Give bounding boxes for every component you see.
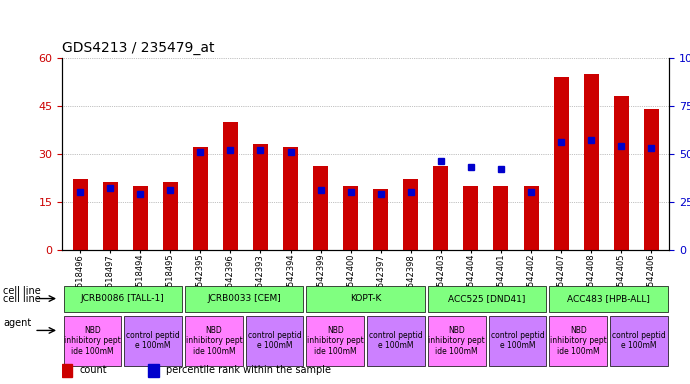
Bar <box>524 185 538 250</box>
Bar <box>62 364 72 376</box>
FancyBboxPatch shape <box>63 286 182 311</box>
Text: ACC483 [HPB-ALL]: ACC483 [HPB-ALL] <box>567 294 650 303</box>
Bar <box>193 147 208 250</box>
Text: agent: agent <box>3 318 31 328</box>
FancyBboxPatch shape <box>306 316 364 366</box>
Bar <box>553 77 569 250</box>
FancyBboxPatch shape <box>549 286 668 311</box>
Bar <box>313 166 328 250</box>
Text: percentile rank within the sample: percentile rank within the sample <box>166 365 331 375</box>
Text: ACC525 [DND41]: ACC525 [DND41] <box>448 294 526 303</box>
Bar <box>72 179 88 250</box>
Bar <box>223 122 238 250</box>
Bar <box>584 74 599 250</box>
FancyBboxPatch shape <box>428 286 546 311</box>
Text: JCRB0086 [TALL-1]: JCRB0086 [TALL-1] <box>81 294 165 303</box>
Text: NBD
inhibitory pept
ide 100mM: NBD inhibitory pept ide 100mM <box>550 326 607 356</box>
Text: count: count <box>79 365 107 375</box>
FancyBboxPatch shape <box>306 286 425 311</box>
FancyBboxPatch shape <box>610 316 668 366</box>
FancyBboxPatch shape <box>428 316 486 366</box>
Bar <box>433 166 448 250</box>
FancyBboxPatch shape <box>489 316 546 366</box>
Text: control peptid
e 100mM: control peptid e 100mM <box>248 331 302 351</box>
Text: GDS4213 / 235479_at: GDS4213 / 235479_at <box>62 41 215 55</box>
Bar <box>132 185 148 250</box>
FancyBboxPatch shape <box>124 316 182 366</box>
Bar <box>613 96 629 250</box>
Text: cell line: cell line <box>3 293 41 304</box>
Text: control peptid
e 100mM: control peptid e 100mM <box>126 331 180 351</box>
Bar <box>403 179 418 250</box>
Text: KOPT-K: KOPT-K <box>350 294 382 303</box>
FancyBboxPatch shape <box>367 316 425 366</box>
FancyBboxPatch shape <box>185 286 304 311</box>
Text: NBD
inhibitory pept
ide 100mM: NBD inhibitory pept ide 100mM <box>428 326 485 356</box>
Bar <box>644 109 659 250</box>
Bar <box>493 185 509 250</box>
Text: JCRB0033 [CEM]: JCRB0033 [CEM] <box>208 294 281 303</box>
Text: NBD
inhibitory pept
ide 100mM: NBD inhibitory pept ide 100mM <box>186 326 242 356</box>
FancyBboxPatch shape <box>246 316 304 366</box>
Bar <box>464 185 478 250</box>
Bar <box>373 189 388 250</box>
Text: control peptid
e 100mM: control peptid e 100mM <box>491 331 544 351</box>
Bar <box>163 182 178 250</box>
Text: cell line: cell line <box>3 286 41 296</box>
Text: control peptid
e 100mM: control peptid e 100mM <box>369 331 423 351</box>
Bar <box>253 144 268 250</box>
FancyBboxPatch shape <box>185 316 243 366</box>
Bar <box>283 147 298 250</box>
Bar <box>343 185 358 250</box>
Text: NBD
inhibitory pept
ide 100mM: NBD inhibitory pept ide 100mM <box>64 326 121 356</box>
Bar <box>148 364 159 376</box>
FancyBboxPatch shape <box>63 316 121 366</box>
Text: control peptid
e 100mM: control peptid e 100mM <box>612 331 666 351</box>
Bar <box>103 182 118 250</box>
Text: NBD
inhibitory pept
ide 100mM: NBD inhibitory pept ide 100mM <box>307 326 364 356</box>
FancyBboxPatch shape <box>549 316 607 366</box>
